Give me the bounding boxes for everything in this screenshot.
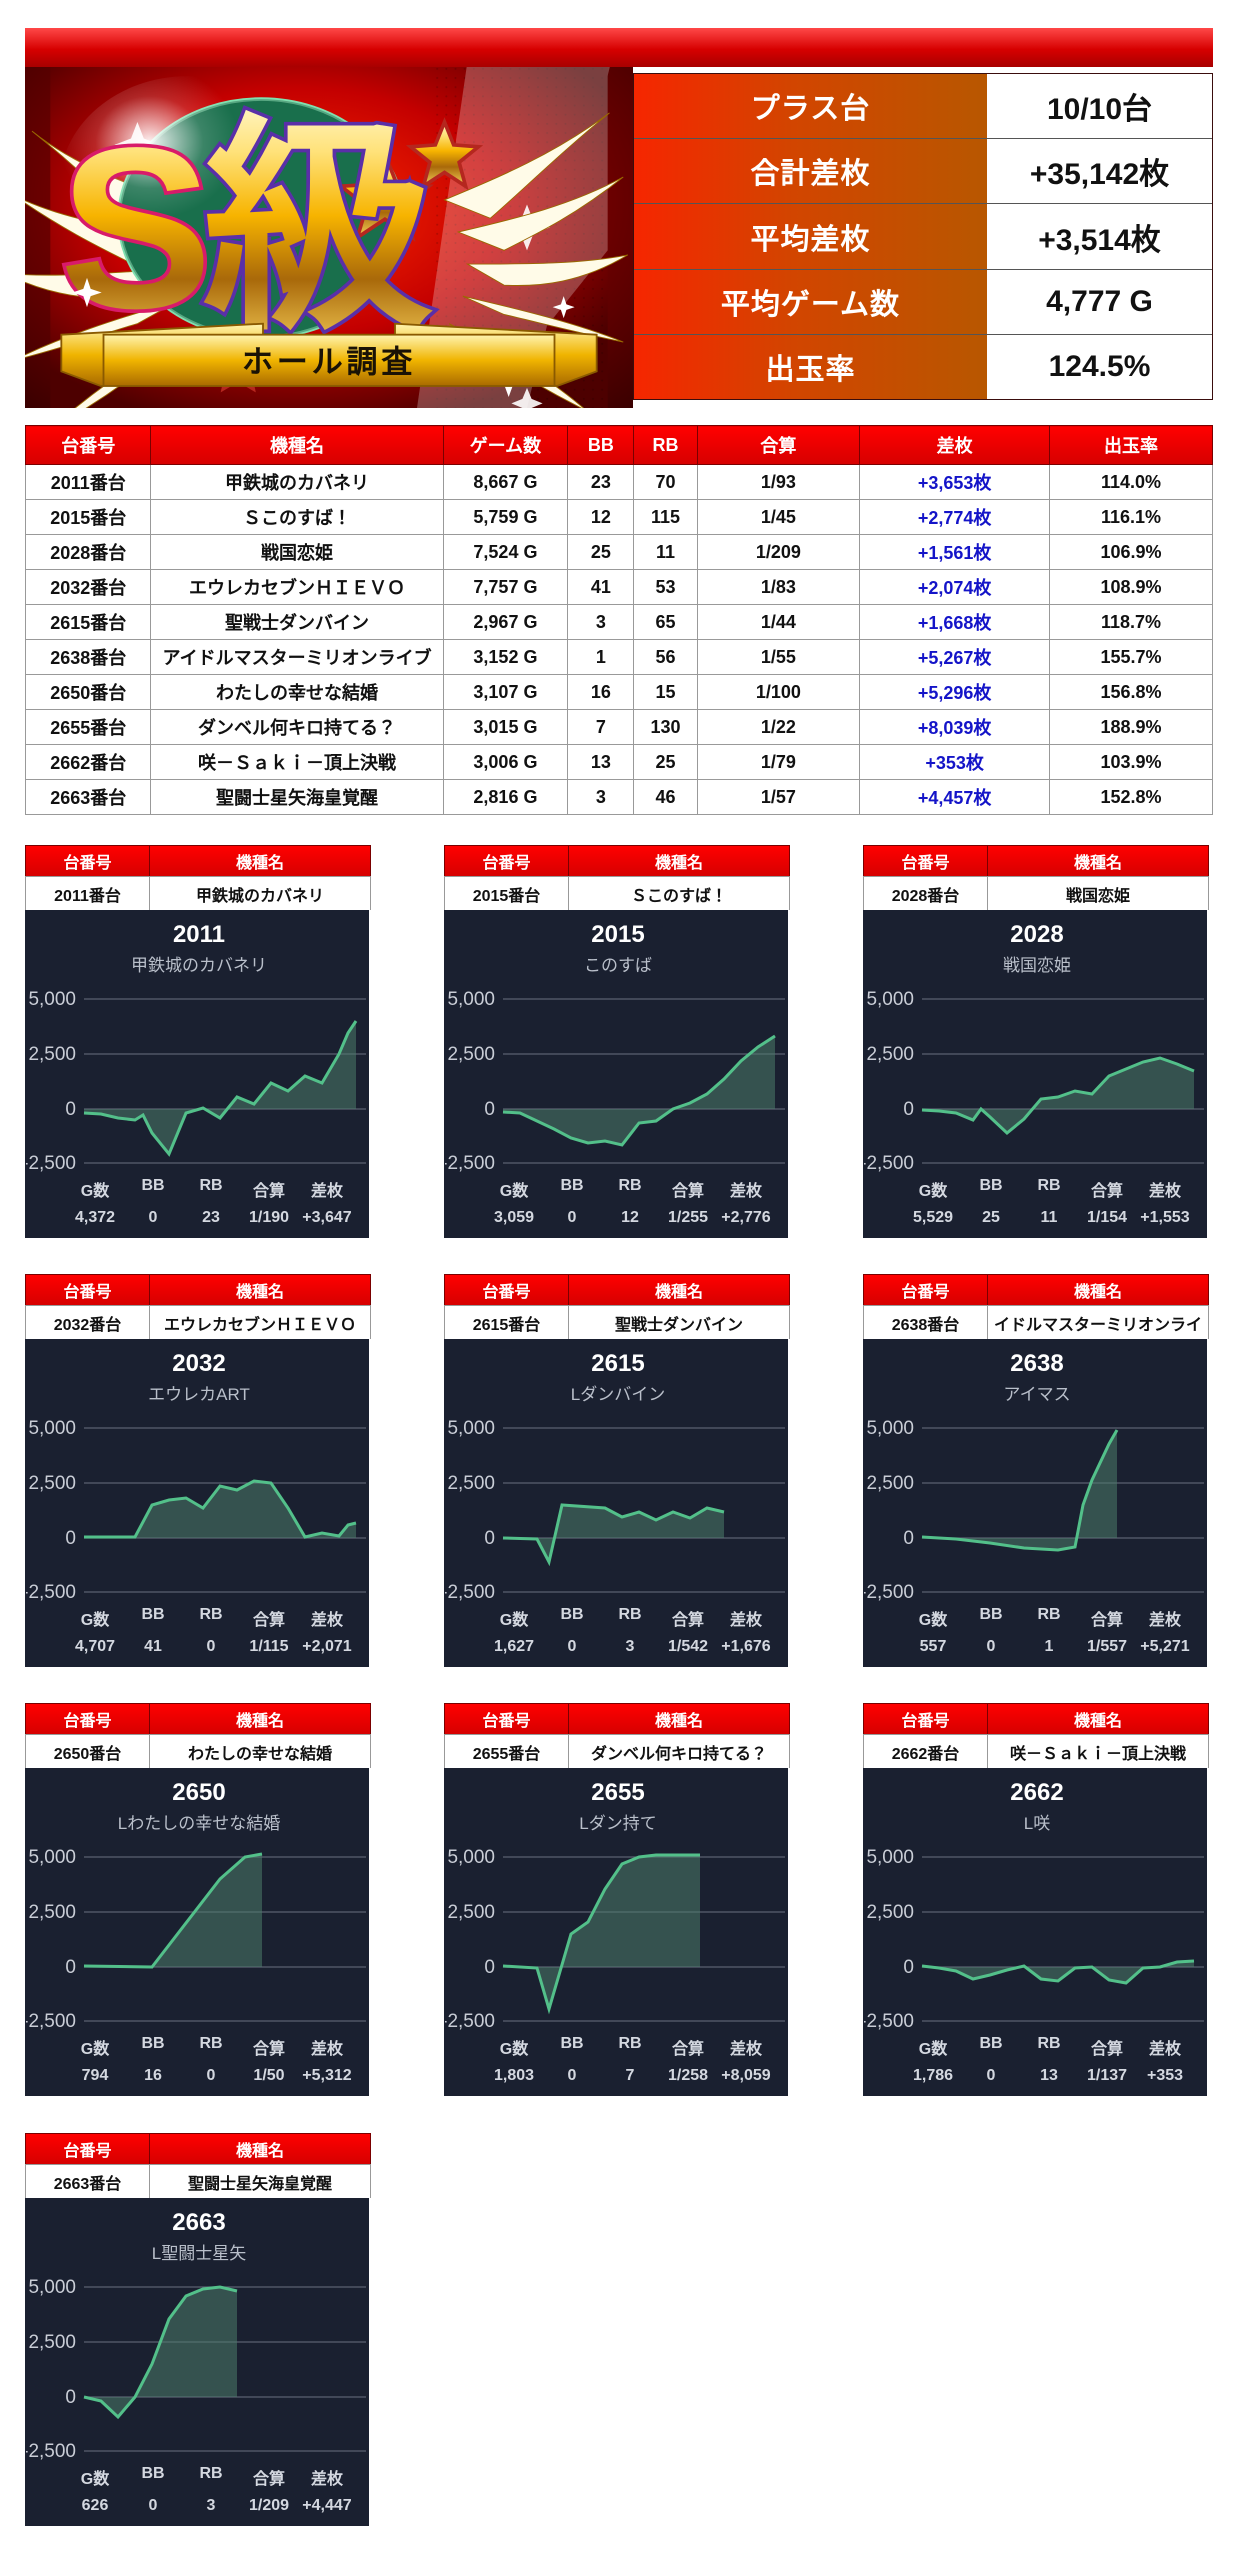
svg-text:S級: S級: [60, 100, 434, 356]
svg-text:2,500: 2,500: [28, 2332, 76, 2353]
svg-text:0: 0: [903, 1957, 914, 1978]
svg-text:5,000: 5,000: [866, 989, 914, 1010]
svg-text:-2,500: -2,500: [445, 1582, 495, 1603]
svg-text:5,000: 5,000: [866, 1418, 914, 1439]
svg-text:アイマス: アイマス: [1003, 1385, 1070, 1404]
svg-text:2,500: 2,500: [866, 1473, 914, 1494]
svg-text:5,000: 5,000: [28, 1847, 76, 1868]
svg-text:2638: 2638: [1010, 1350, 1063, 1377]
svg-text:2015: 2015: [591, 921, 644, 948]
svg-text:0: 0: [484, 1528, 495, 1549]
svg-text:5,000: 5,000: [866, 1847, 914, 1868]
svg-text:0: 0: [484, 1099, 495, 1120]
svg-text:2615: 2615: [591, 1350, 644, 1377]
svg-text:0: 0: [484, 1957, 495, 1978]
svg-text:-2,500: -2,500: [26, 1153, 76, 1174]
svg-text:Lダンバイン: Lダンバイン: [571, 1385, 665, 1404]
svg-text:2,500: 2,500: [28, 1473, 76, 1494]
svg-text:-2,500: -2,500: [864, 2011, 914, 2032]
svg-text:エウレカART: エウレカART: [148, 1385, 250, 1404]
svg-text:0: 0: [65, 2387, 76, 2408]
svg-text:-2,500: -2,500: [864, 1582, 914, 1603]
svg-text:2,500: 2,500: [447, 1473, 495, 1494]
svg-text:このすば: このすば: [584, 956, 652, 975]
svg-text:2032: 2032: [172, 1350, 225, 1377]
svg-text:5,000: 5,000: [447, 989, 495, 1010]
svg-text:5,000: 5,000: [28, 2277, 76, 2298]
svg-text:2,500: 2,500: [447, 1044, 495, 1065]
svg-text:2028: 2028: [1010, 921, 1063, 948]
svg-text:-2,500: -2,500: [26, 2011, 76, 2032]
svg-text:Lダン持て: Lダン持て: [579, 1814, 656, 1833]
svg-text:-2,500: -2,500: [445, 1153, 495, 1174]
svg-text:2655: 2655: [591, 1779, 644, 1806]
svg-text:-2,500: -2,500: [26, 2441, 76, 2462]
svg-text:5,000: 5,000: [28, 989, 76, 1010]
svg-text:0: 0: [65, 1099, 76, 1120]
svg-text:甲鉄城のカバネリ: 甲鉄城のカバネリ: [131, 956, 267, 975]
svg-text:2011: 2011: [173, 921, 225, 948]
svg-text:2,500: 2,500: [866, 1902, 914, 1923]
svg-text:0: 0: [903, 1528, 914, 1549]
svg-text:2,500: 2,500: [447, 1902, 495, 1923]
svg-text:0: 0: [65, 1957, 76, 1978]
svg-text:ホール調査: ホール調査: [242, 344, 416, 379]
svg-text:5,000: 5,000: [447, 1418, 495, 1439]
svg-text:L聖闘士星矢: L聖闘士星矢: [152, 2244, 246, 2263]
svg-text:5,000: 5,000: [28, 1418, 76, 1439]
svg-text:2662: 2662: [1010, 1779, 1063, 1806]
svg-text:-2,500: -2,500: [26, 1582, 76, 1603]
svg-text:0: 0: [903, 1099, 914, 1120]
svg-text:0: 0: [65, 1528, 76, 1549]
svg-text:L咲: L咲: [1024, 1814, 1050, 1833]
svg-text:5,000: 5,000: [447, 1847, 495, 1868]
svg-text:-2,500: -2,500: [864, 1153, 914, 1174]
svg-text:-2,500: -2,500: [445, 2011, 495, 2032]
svg-text:2,500: 2,500: [866, 1044, 914, 1065]
svg-text:2,500: 2,500: [28, 1902, 76, 1923]
svg-text:2,500: 2,500: [28, 1044, 76, 1065]
svg-text:2650: 2650: [172, 1779, 225, 1806]
svg-text:Lわたしの幸せな結婚: Lわたしの幸せな結婚: [118, 1814, 280, 1833]
svg-text:2663: 2663: [172, 2209, 225, 2236]
svg-text:戦国恋姫: 戦国恋姫: [1003, 956, 1071, 975]
